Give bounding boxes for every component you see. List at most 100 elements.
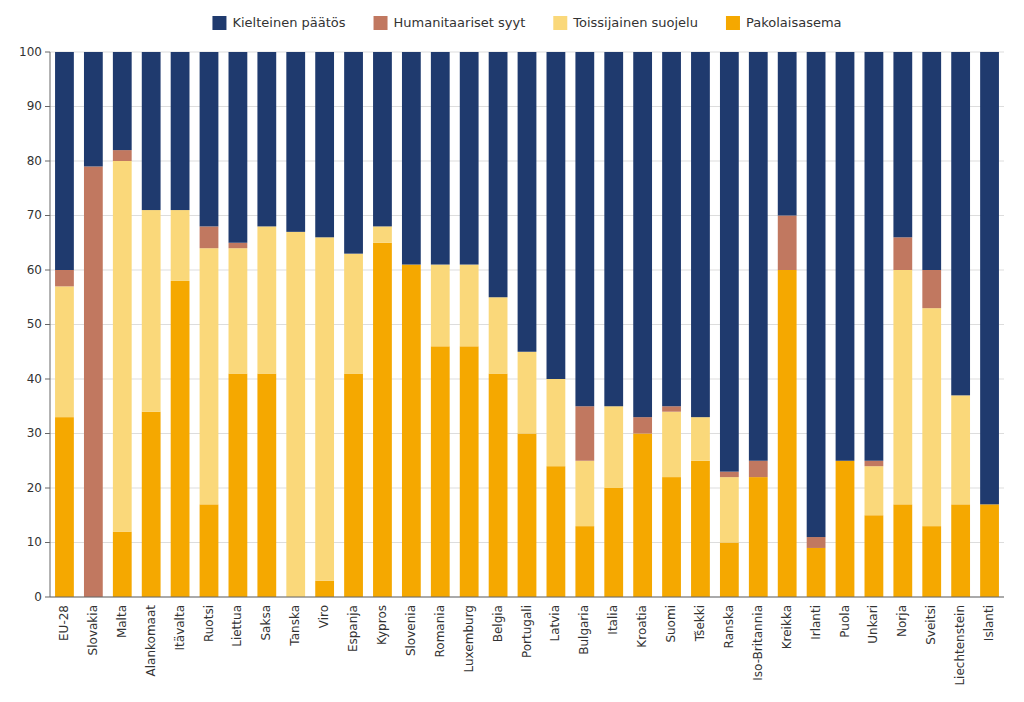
y-tick-label: 20: [27, 481, 42, 495]
chart: 0102030405060708090100EU-28 – Pakolaisas…: [0, 0, 1024, 702]
legend-label: Toissijainen suojelu: [572, 15, 698, 30]
x-tick-label: Espanja: [346, 605, 360, 652]
bar-segment: Ruotsi – Toissijainen suojelu: 47: [200, 248, 219, 504]
bar-segment: Romania – Kielteinen päätös: 39: [431, 52, 450, 265]
bars: EU-28 – Pakolaisasema: 33Slovakia – Pako…: [55, 52, 999, 597]
bar-segment: Bulgaria – Pakolaisasema: 13: [575, 526, 594, 597]
bar-segment: Latvia – Toissijainen suojelu: 16: [547, 379, 566, 466]
x-tick-label: Suomi: [664, 605, 678, 643]
bar-segment: Italia – Pakolaisasema: 20: [604, 488, 623, 597]
bar-segment: Suomi – Pakolaisasema: 22: [662, 477, 681, 597]
bar-segment: Ruotsi – Humanitaariset syyt: 4: [200, 226, 219, 248]
legend-label: Humanitaariset syyt: [394, 15, 526, 30]
y-axis: 0102030405060708090100: [19, 45, 50, 604]
bar-segment: Viro – Kielteinen päätös: 34: [315, 52, 334, 237]
bar-segment: Saksa – Kielteinen päätös: 32: [257, 52, 276, 226]
y-tick: [45, 270, 50, 271]
legend: Kielteinen päätösHumanitaariset syytTois…: [212, 15, 841, 31]
bar-segment: Romania – Toissijainen suojelu: 15: [431, 265, 450, 347]
bar-segment: Latvia – Kielteinen päätös: 60: [547, 52, 566, 379]
x-tick-label: Norja: [895, 605, 909, 637]
y-tick: [45, 106, 50, 107]
bar-segment: Bulgaria – Humanitaariset syyt: 10: [575, 406, 594, 461]
x-tick-label: Belgia: [491, 605, 505, 642]
x-tick-label: Liechtenstein: [953, 605, 967, 686]
bar-segment: Luxemburg – Pakolaisasema: 46: [460, 346, 479, 597]
y-tick-label: 90: [27, 99, 42, 113]
bar-segment: Suomi – Humanitaariset syyt: 1: [662, 406, 681, 411]
legend-swatch: [726, 16, 740, 30]
y-tick-label: 80: [27, 154, 42, 168]
bar-segment: Romania – Pakolaisasema: 46: [431, 346, 450, 597]
bar-segment: Portugali – Kielteinen päätös: 55: [518, 52, 537, 352]
bar-segment: Belgia – Kielteinen päätös: 45: [489, 52, 508, 297]
bar-segment: Irlanti – Pakolaisasema: 9: [807, 548, 826, 597]
bar-segment: Slovakia – Kielteinen päätös: 21: [84, 52, 103, 166]
y-tick: [45, 215, 50, 216]
bar-segment: Malta – Pakolaisasema: 12: [113, 532, 132, 597]
bar-segment: Sveitsi – Pakolaisasema: 13: [922, 526, 941, 597]
x-tick-label: Tanska: [288, 605, 302, 647]
y-tick: [45, 379, 50, 380]
x-tick-label: Itävalta: [173, 605, 187, 650]
bar-segment: Tšekki – Kielteinen päätös: 67: [691, 52, 710, 417]
bar-segment: Slovakia – Humanitaariset syyt: 79: [84, 166, 103, 597]
y-tick: [45, 324, 50, 325]
bar-segment: Ranska – Kielteinen päätös: 77: [720, 52, 739, 472]
x-tick-label: EU-28: [57, 605, 71, 641]
bar-segment: Irlanti – Kielteinen päätös: 89: [807, 52, 826, 537]
x-tick-label: Slovakia: [86, 605, 100, 655]
bar-segment: Kypros – Toissijainen suojelu: 3: [373, 226, 392, 242]
bar-segment: Liettua – Toissijainen suojelu: 23: [229, 248, 248, 373]
x-tick-label: Ranska: [722, 605, 736, 648]
y-tick: [45, 52, 50, 53]
y-tick-label: 40: [27, 372, 42, 386]
x-tick-label: Saksa: [259, 605, 273, 641]
bar-segment: Bulgaria – Toissijainen suojelu: 12: [575, 461, 594, 526]
bar-segment: Liechtenstein – Pakolaisasema: 17: [951, 504, 970, 597]
x-tick-label: Romania: [433, 605, 447, 657]
bar-segment: EU-28 – Pakolaisasema: 33: [55, 417, 74, 597]
x-tick-label: Latvia: [548, 605, 562, 642]
bar-segment: Espanja – Kielteinen päätös: 37: [344, 52, 363, 254]
bar-segment: Espanja – Toissijainen suojelu: 22: [344, 254, 363, 374]
bar-segment: Suomi – Kielteinen päätös: 65: [662, 52, 681, 406]
y-tick: [45, 488, 50, 489]
x-tick-label: Luxemburg: [462, 605, 476, 672]
bar-segment: Malta – Humanitaariset syyt: 2: [113, 150, 132, 161]
bar-segment: Liettua – Humanitaariset syyt: 1: [229, 243, 248, 248]
y-tick-label: 10: [27, 535, 42, 549]
bar-segment: Luxemburg – Kielteinen päätös: 39: [460, 52, 479, 265]
chart-container: 0102030405060708090100EU-28 – Pakolaisas…: [0, 0, 1024, 702]
bar-segment: Unkari – Toissijainen suojelu: 9: [865, 466, 884, 515]
bar-segment: Alankomaat – Toissijainen suojelu: 37: [142, 210, 161, 412]
y-tick: [45, 433, 50, 434]
x-tick-label: Liettua: [230, 605, 244, 647]
legend-item: Toissijainen suojelu: [553, 15, 698, 31]
bar-segment: Norja – Pakolaisasema: 17: [893, 504, 912, 597]
x-tick-label: Tšekki: [693, 605, 707, 642]
x-tick-label: Viro: [317, 605, 331, 628]
bar-segment: Luxemburg – Toissijainen suojelu: 15: [460, 265, 479, 347]
bar-segment: Iso-Britannia – Pakolaisasema: 22: [749, 477, 768, 597]
x-tick-label: Kypros: [375, 605, 389, 645]
x-axis-line: [50, 597, 1004, 598]
x-tick-label: Alankomaat: [144, 605, 158, 677]
y-tick-label: 30: [27, 426, 42, 440]
bar-segment: Belgia – Pakolaisasema: 41: [489, 374, 508, 597]
bar-segment: Tšekki – Pakolaisasema: 25: [691, 461, 710, 597]
bar-segment: Kroatia – Kielteinen päätös: 67: [633, 52, 652, 417]
grid: [50, 52, 1004, 597]
y-tick-label: 60: [27, 263, 42, 277]
x-tick-label: Slovenia: [404, 605, 418, 656]
bar-segment: Ruotsi – Pakolaisasema: 17: [200, 504, 219, 597]
bar-segment: Norja – Humanitaariset syyt: 6: [893, 237, 912, 270]
bar-segment: Alankomaat – Kielteinen päätös: 29: [142, 52, 161, 210]
x-tick-label: Islanti: [982, 605, 996, 641]
bar-segment: EU-28 – Kielteinen päätös: 40: [55, 52, 74, 270]
bar-segment: Kreikka – Pakolaisasema: 60: [778, 270, 797, 597]
x-tick-label: Ruotsi: [202, 605, 216, 642]
y-tick-label: 50: [27, 317, 42, 331]
grid-line: [50, 597, 1004, 598]
bar-segment: Alankomaat – Pakolaisasema: 34: [142, 412, 161, 597]
